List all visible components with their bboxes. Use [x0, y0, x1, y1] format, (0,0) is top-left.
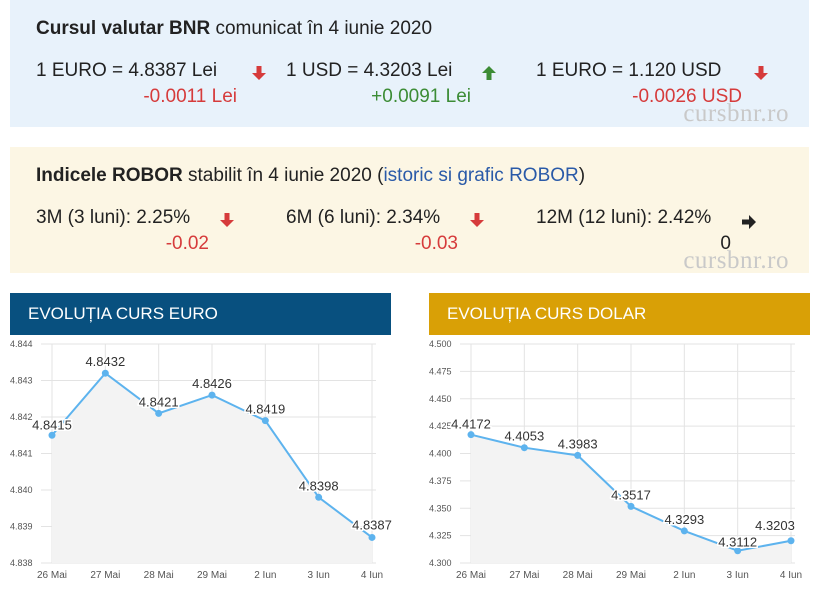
data-point — [261, 417, 269, 425]
robor-history-link[interactable]: istoric si grafic ROBOR — [383, 165, 579, 186]
usd-chart-card: EVOLUȚIA CURS DOLAR 4.500 4.475 4.450 4.425… — [429, 293, 810, 591]
data-label: 4.8419 — [245, 402, 285, 417]
data-label: 4.8398 — [299, 478, 339, 493]
area-fill — [471, 434, 791, 563]
robor-title-rest: stabilit în 4 iunie 2020 ( — [182, 165, 384, 186]
arrow-up-icon — [482, 66, 496, 80]
data-label: 4.4172 — [451, 417, 491, 432]
euro-line-chart: 4.844 4.843 4.842 4.841 4.840 4.839 4.838 26 Ma… — [10, 339, 393, 581]
robor-title-end: ) — [578, 165, 586, 186]
y-tick-label: 4.350 — [429, 503, 452, 513]
fx-rates-panel: Cursul valutar BNR comunicat în 4 iunie … — [10, 0, 809, 127]
data-point — [208, 391, 216, 399]
x-tick-label: 3 Iun — [727, 570, 749, 581]
y-tick-label: 4.400 — [429, 449, 452, 459]
data-point — [680, 527, 688, 535]
data-point — [155, 409, 163, 417]
data-point — [574, 451, 582, 459]
watermark-logo: cursbnr.ro — [683, 247, 789, 274]
robor-12m-change: 0 — [720, 233, 731, 254]
data-label: 4.8421 — [139, 394, 179, 409]
x-tick-label: 28 Mai — [144, 570, 174, 581]
x-tick-label: 3 Iun — [308, 570, 330, 581]
euro-chart-card: EVOLUȚIA CURS EURO 4.844 4.843 4.842 4.841 4… — [10, 293, 393, 591]
fx-title-bold: Cursul valutar BNR — [36, 18, 211, 39]
rate-usd-ron: 1 USD = 4.3203 Lei — [286, 60, 453, 81]
change-eur-ron: -0.0011 Lei — [143, 86, 237, 107]
x-tick-label: 29 Mai — [616, 570, 646, 581]
arrow-down-icon — [470, 213, 484, 227]
y-tick-label: 4.500 — [429, 339, 452, 349]
y-tick-label: 4.325 — [429, 531, 452, 541]
data-label: 4.8415 — [32, 417, 72, 432]
data-label: 4.3112 — [718, 535, 757, 550]
robor-title-bold: Indicele ROBOR — [36, 165, 183, 186]
change-usd-ron: +0.0091 Lei — [371, 86, 471, 107]
y-tick-label: 4.475 — [429, 366, 452, 376]
x-tick-label: 26 Mai — [456, 570, 486, 581]
arrow-down-icon — [754, 66, 768, 80]
y-tick-label: 4.842 — [10, 412, 33, 422]
x-tick-label: 26 Mai — [37, 570, 67, 581]
x-tick-label: 28 Mai — [563, 570, 593, 581]
x-tick-label: 2 Iun — [254, 570, 276, 581]
y-tick-label: 4.840 — [10, 485, 33, 495]
data-label: 4.8426 — [192, 376, 232, 391]
area-fill — [52, 373, 372, 563]
rate-eur-ron: 1 EURO = 4.8387 Lei — [36, 60, 218, 81]
usd-chart-title: EVOLUȚIA CURS DOLAR — [429, 293, 810, 335]
data-point — [368, 533, 376, 541]
data-point — [627, 502, 635, 510]
y-tick-label: 4.375 — [429, 476, 452, 486]
euro-chart-title: EVOLUȚIA CURS EURO — [10, 293, 391, 335]
robor-panel: Indicele ROBOR stabilit în 4 iunie 2020 … — [10, 147, 809, 274]
watermark-logo: cursbnr.ro — [683, 100, 789, 127]
change-eur-usd: -0.0026 USD — [632, 86, 742, 107]
arrow-down-icon — [252, 66, 266, 80]
x-tick-label: 4 Iun — [361, 570, 383, 581]
robor-12m: 12M (12 luni): 2.42% — [536, 207, 712, 228]
data-point — [734, 547, 742, 555]
fx-panel-title: Cursul valutar BNR comunicat în 4 iunie … — [36, 18, 432, 40]
data-point — [101, 369, 109, 377]
robor-panel-title: Indicele ROBOR stabilit în 4 iunie 2020 … — [36, 165, 585, 187]
usd-line-chart: 4.500 4.475 4.450 4.425 4.400 4.375 4.350 4.325… — [429, 339, 802, 581]
data-label: 4.3983 — [558, 436, 598, 451]
y-tick-label: 4.838 — [10, 558, 33, 568]
x-tick-label: 4 Iun — [780, 570, 802, 581]
robor-6m: 6M (6 luni): 2.34% — [286, 207, 441, 228]
x-tick-label: 27 Mai — [509, 570, 539, 581]
data-label: 4.3517 — [611, 487, 651, 502]
data-label: 4.3293 — [664, 512, 704, 527]
data-label: 4.3203 — [755, 518, 795, 533]
robor-3m-change: -0.02 — [165, 233, 209, 254]
data-label: 4.4053 — [504, 429, 544, 444]
data-point — [787, 537, 795, 545]
y-tick-label: 4.843 — [10, 376, 33, 386]
y-tick-label: 4.425 — [429, 421, 452, 431]
arrow-right-icon — [742, 215, 756, 229]
robor-3m: 3M (3 luni): 2.25% — [36, 207, 191, 228]
x-tick-label: 27 Mai — [90, 570, 120, 581]
y-tick-label: 4.841 — [10, 449, 33, 459]
data-point — [467, 431, 475, 439]
data-label: 4.8432 — [85, 354, 125, 369]
data-point — [48, 431, 56, 439]
fx-title-rest: comunicat în 4 iunie 2020 — [210, 18, 433, 39]
x-tick-label: 29 Mai — [197, 570, 227, 581]
rate-eur-usd: 1 EURO = 1.120 USD — [536, 60, 722, 81]
y-tick-label: 4.300 — [429, 558, 452, 568]
y-tick-label: 4.450 — [429, 394, 452, 404]
x-tick-label: 2 Iun — [673, 570, 695, 581]
data-label: 4.8387 — [352, 517, 392, 532]
arrow-down-icon — [220, 213, 234, 227]
robor-6m-change: -0.03 — [414, 233, 458, 254]
y-tick-label: 4.844 — [10, 339, 33, 349]
y-tick-label: 4.839 — [10, 522, 33, 532]
data-point — [520, 444, 528, 452]
data-point — [315, 493, 323, 501]
